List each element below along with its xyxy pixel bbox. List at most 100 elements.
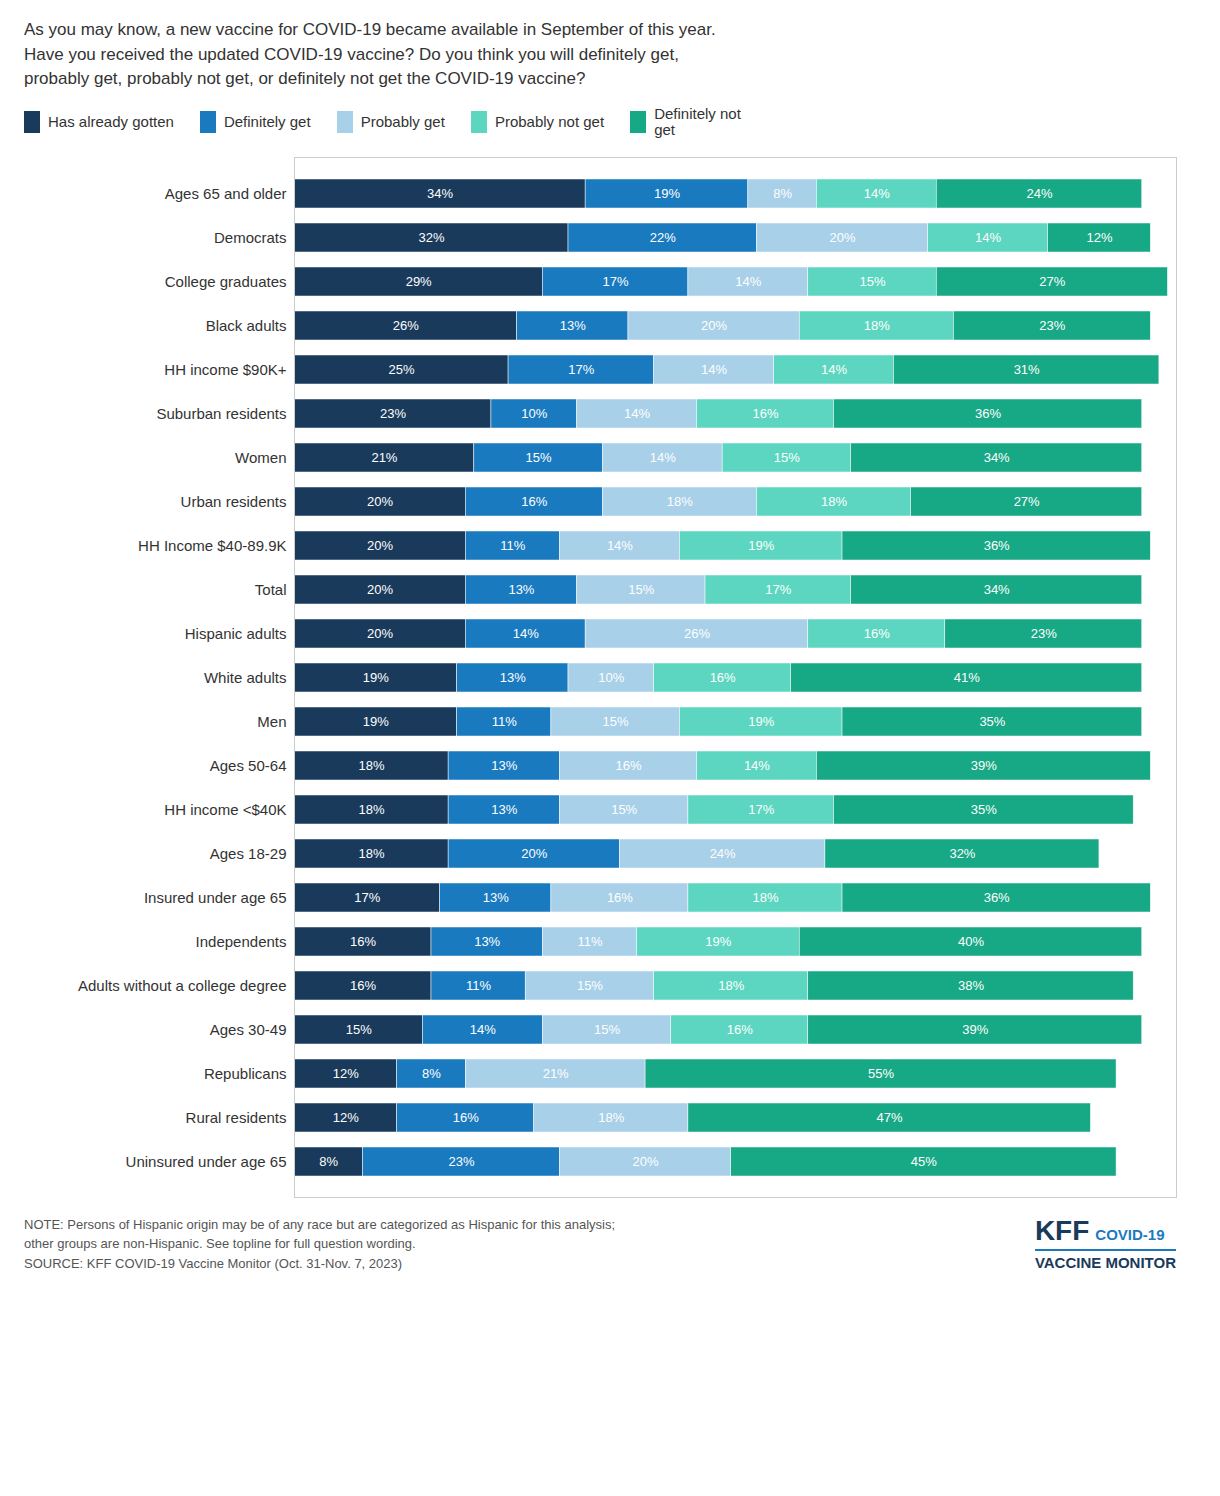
svg-text:Independents: Independents bbox=[196, 933, 287, 950]
svg-text:15%: 15% bbox=[526, 450, 552, 465]
svg-text:25%: 25% bbox=[389, 362, 415, 377]
svg-text:13%: 13% bbox=[560, 318, 586, 333]
svg-text:23%: 23% bbox=[448, 1154, 474, 1169]
svg-text:34%: 34% bbox=[984, 450, 1010, 465]
svg-text:32%: 32% bbox=[949, 846, 975, 861]
svg-text:18%: 18% bbox=[359, 758, 385, 773]
svg-text:10%: 10% bbox=[521, 406, 547, 421]
svg-text:13%: 13% bbox=[508, 582, 534, 597]
svg-text:White adults: White adults bbox=[204, 669, 287, 686]
svg-text:15%: 15% bbox=[577, 978, 603, 993]
svg-text:15%: 15% bbox=[346, 1022, 372, 1037]
svg-text:19%: 19% bbox=[363, 714, 389, 729]
svg-text:11%: 11% bbox=[500, 538, 525, 553]
svg-text:55%: 55% bbox=[868, 1066, 894, 1081]
svg-text:19%: 19% bbox=[705, 934, 731, 949]
svg-text:40%: 40% bbox=[958, 934, 984, 949]
svg-text:26%: 26% bbox=[684, 626, 710, 641]
svg-text:34%: 34% bbox=[427, 186, 453, 201]
svg-text:22%: 22% bbox=[650, 230, 676, 245]
svg-text:Hispanic adults: Hispanic adults bbox=[185, 625, 287, 642]
svg-text:20%: 20% bbox=[830, 230, 856, 245]
svg-text:13%: 13% bbox=[483, 890, 509, 905]
svg-text:21%: 21% bbox=[371, 450, 397, 465]
svg-text:Adults without a college degre: Adults without a college degree bbox=[78, 977, 286, 994]
svg-text:18%: 18% bbox=[359, 846, 385, 861]
svg-text:12%: 12% bbox=[333, 1110, 359, 1125]
svg-text:20%: 20% bbox=[367, 582, 393, 597]
svg-text:Ages 18-29: Ages 18-29 bbox=[210, 845, 287, 862]
svg-text:11%: 11% bbox=[466, 978, 491, 993]
svg-text:14%: 14% bbox=[650, 450, 676, 465]
svg-text:24%: 24% bbox=[1026, 186, 1052, 201]
svg-text:15%: 15% bbox=[859, 274, 885, 289]
svg-text:29%: 29% bbox=[406, 274, 432, 289]
svg-text:Uninsured under age 65: Uninsured under age 65 bbox=[126, 1153, 287, 1170]
svg-text:HH Income $40-89.9K: HH Income $40-89.9K bbox=[138, 537, 286, 554]
svg-text:14%: 14% bbox=[975, 230, 1001, 245]
svg-text:Urban residents: Urban residents bbox=[181, 493, 287, 510]
svg-text:32%: 32% bbox=[418, 230, 444, 245]
svg-text:15%: 15% bbox=[594, 1022, 620, 1037]
svg-text:17%: 17% bbox=[603, 274, 629, 289]
svg-text:13%: 13% bbox=[491, 802, 517, 817]
svg-text:14%: 14% bbox=[624, 406, 650, 421]
svg-text:31%: 31% bbox=[1014, 362, 1040, 377]
svg-text:11%: 11% bbox=[492, 714, 517, 729]
svg-text:17%: 17% bbox=[748, 802, 774, 817]
svg-text:34%: 34% bbox=[984, 582, 1010, 597]
svg-text:HH income <$40K: HH income <$40K bbox=[164, 801, 286, 818]
svg-text:20%: 20% bbox=[701, 318, 727, 333]
svg-text:17%: 17% bbox=[765, 582, 791, 597]
svg-text:15%: 15% bbox=[628, 582, 654, 597]
svg-text:16%: 16% bbox=[350, 978, 376, 993]
svg-text:Black adults: Black adults bbox=[206, 317, 287, 334]
svg-text:16%: 16% bbox=[521, 494, 547, 509]
svg-text:14%: 14% bbox=[864, 186, 890, 201]
svg-text:17%: 17% bbox=[354, 890, 380, 905]
svg-text:20%: 20% bbox=[633, 1154, 659, 1169]
svg-text:12%: 12% bbox=[1086, 230, 1112, 245]
svg-text:8%: 8% bbox=[319, 1154, 338, 1169]
svg-text:13%: 13% bbox=[491, 758, 517, 773]
svg-text:20%: 20% bbox=[521, 846, 547, 861]
svg-text:16%: 16% bbox=[607, 890, 633, 905]
svg-text:47%: 47% bbox=[877, 1110, 903, 1125]
svg-text:24%: 24% bbox=[710, 846, 736, 861]
svg-text:27%: 27% bbox=[1039, 274, 1065, 289]
svg-text:16%: 16% bbox=[710, 670, 736, 685]
svg-text:Women: Women bbox=[235, 449, 286, 466]
svg-text:39%: 39% bbox=[971, 758, 997, 773]
svg-text:38%: 38% bbox=[958, 978, 984, 993]
svg-text:19%: 19% bbox=[363, 670, 389, 685]
svg-text:Insured under age 65: Insured under age 65 bbox=[144, 889, 287, 906]
svg-text:36%: 36% bbox=[984, 538, 1010, 553]
svg-text:13%: 13% bbox=[500, 670, 526, 685]
svg-text:41%: 41% bbox=[954, 670, 980, 685]
svg-text:Ages 65 and older: Ages 65 and older bbox=[165, 185, 287, 202]
svg-text:26%: 26% bbox=[393, 318, 419, 333]
svg-text:18%: 18% bbox=[864, 318, 890, 333]
svg-text:College graduates: College graduates bbox=[165, 273, 287, 290]
svg-text:39%: 39% bbox=[962, 1022, 988, 1037]
svg-text:13%: 13% bbox=[474, 934, 500, 949]
svg-text:14%: 14% bbox=[513, 626, 539, 641]
svg-text:16%: 16% bbox=[864, 626, 890, 641]
svg-text:Republicans: Republicans bbox=[204, 1065, 287, 1082]
svg-text:15%: 15% bbox=[603, 714, 629, 729]
svg-text:17%: 17% bbox=[568, 362, 594, 377]
svg-text:19%: 19% bbox=[748, 714, 774, 729]
svg-text:18%: 18% bbox=[359, 802, 385, 817]
svg-text:23%: 23% bbox=[380, 406, 406, 421]
svg-text:14%: 14% bbox=[470, 1022, 496, 1037]
svg-text:20%: 20% bbox=[367, 626, 393, 641]
svg-text:16%: 16% bbox=[350, 934, 376, 949]
svg-text:HH income $90K+: HH income $90K+ bbox=[164, 361, 286, 378]
svg-text:14%: 14% bbox=[607, 538, 633, 553]
svg-text:18%: 18% bbox=[667, 494, 693, 509]
svg-text:16%: 16% bbox=[453, 1110, 479, 1125]
svg-text:18%: 18% bbox=[752, 890, 778, 905]
svg-text:45%: 45% bbox=[911, 1154, 937, 1169]
svg-text:Total: Total bbox=[255, 581, 287, 598]
svg-text:10%: 10% bbox=[598, 670, 624, 685]
